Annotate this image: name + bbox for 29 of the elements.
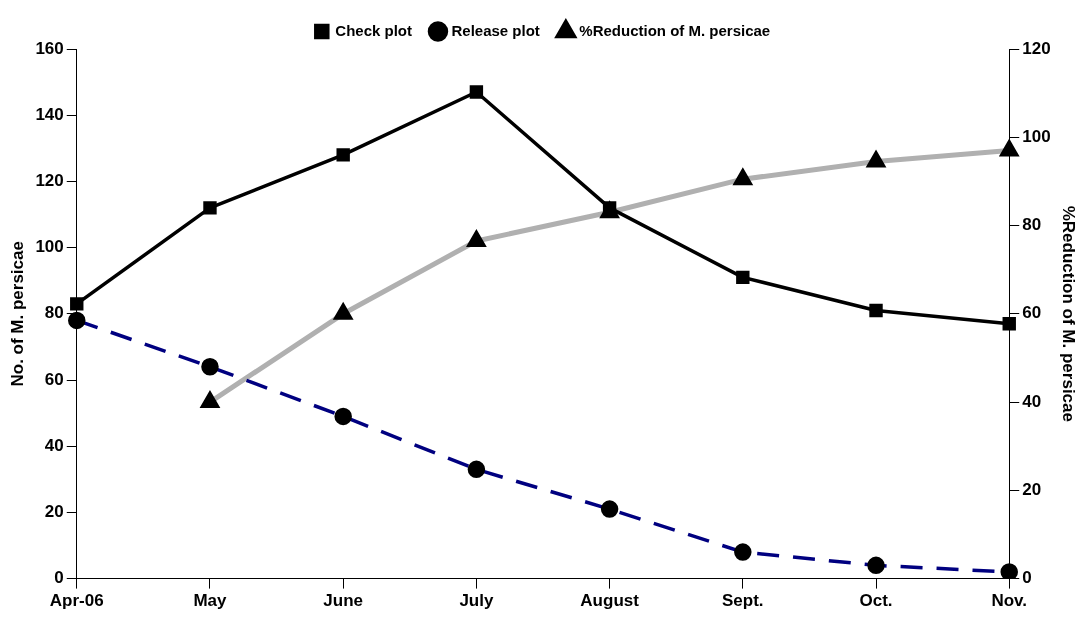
y2-tick-label: 0 xyxy=(1022,568,1032,588)
x-tick-label: Nov. xyxy=(991,591,1028,611)
y-tick-label: 0 xyxy=(54,568,64,588)
y2-tick-label: 60 xyxy=(1022,303,1042,323)
x-tick-label: Sept. xyxy=(722,591,764,611)
y2-tick-label: 80 xyxy=(1022,215,1042,235)
y-tick-label: 140 xyxy=(35,104,64,124)
y2-tick-label: 120 xyxy=(1022,38,1051,58)
y-tick-label: 120 xyxy=(35,171,64,191)
y2-tick-label: 40 xyxy=(1022,391,1042,411)
legend-label: Check plot xyxy=(335,21,412,39)
y-tick-label: 20 xyxy=(44,502,64,522)
x-tick-label: Apr-06 xyxy=(49,591,104,611)
y-tick-label: 80 xyxy=(44,303,64,323)
y2-tick-label: 20 xyxy=(1022,480,1042,500)
y2-axis-title: %Reduction of M. persicae xyxy=(1059,205,1079,422)
y-axis-title: No. of M. persicae xyxy=(7,241,27,387)
x-tick-label: June xyxy=(323,591,364,611)
x-tick-label: August xyxy=(580,591,640,611)
legend-label: %Reduction of M. persicae xyxy=(579,21,771,39)
x-tick-label: July xyxy=(459,591,494,611)
y2-tick-label: 100 xyxy=(1022,126,1051,146)
x-tick-label: May xyxy=(193,591,228,611)
y-tick-label: 100 xyxy=(35,237,64,257)
y-tick-label: 40 xyxy=(44,435,64,455)
legend-label: Release plot xyxy=(451,21,540,39)
y-tick-label: 60 xyxy=(44,369,64,389)
y-tick-label: 160 xyxy=(35,38,64,58)
x-tick-label: Oct. xyxy=(859,591,893,611)
